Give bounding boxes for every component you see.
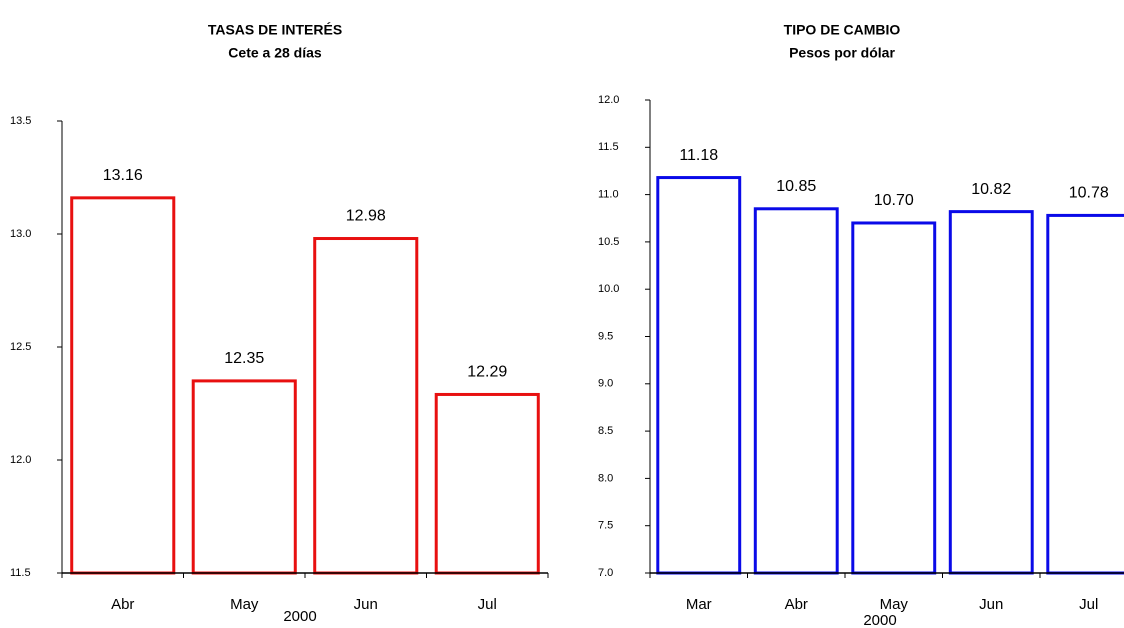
value-label: 13.16 bbox=[103, 167, 143, 184]
x-tick-label: Jul bbox=[478, 596, 497, 613]
value-label: 10.78 bbox=[1069, 185, 1109, 202]
chart-subtitle: Cete a 28 días bbox=[228, 45, 322, 61]
x-tick-label: Jul bbox=[1079, 596, 1098, 613]
bar bbox=[753, 207, 839, 575]
x-axis-label: 2000 bbox=[283, 608, 316, 625]
y-tick-label: 9.5 bbox=[598, 330, 613, 342]
y-tick-label: 13.5 bbox=[10, 115, 31, 127]
value-label: 12.98 bbox=[346, 208, 386, 225]
value-label: 10.85 bbox=[776, 178, 816, 195]
y-tick-label: 11.0 bbox=[598, 189, 619, 201]
x-tick-label: May bbox=[880, 596, 909, 613]
x-tick-label: Jun bbox=[354, 596, 378, 613]
y-tick-label: 11.5 bbox=[10, 567, 31, 579]
x-tick-label: Abr bbox=[111, 596, 134, 613]
y-tick-label: 12.0 bbox=[598, 94, 619, 106]
value-label: 10.70 bbox=[874, 192, 914, 209]
bar bbox=[851, 221, 937, 575]
y-tick-label: 12.5 bbox=[10, 341, 31, 353]
bar bbox=[191, 379, 297, 575]
value-label: 12.35 bbox=[224, 350, 264, 367]
bar bbox=[948, 210, 1034, 575]
y-tick-label: 7.5 bbox=[598, 520, 613, 532]
y-tick-label: 8.5 bbox=[598, 425, 613, 437]
value-label: 10.82 bbox=[971, 181, 1011, 198]
x-tick-label: May bbox=[230, 596, 259, 613]
y-tick-label: 9.0 bbox=[598, 378, 613, 390]
bar bbox=[313, 237, 419, 575]
y-tick-label: 11.5 bbox=[598, 141, 619, 153]
x-tick-label: Mar bbox=[686, 596, 712, 613]
bar bbox=[70, 196, 176, 575]
bar bbox=[434, 392, 540, 575]
bar bbox=[656, 176, 742, 575]
bar bbox=[1046, 213, 1124, 575]
y-tick-label: 10.0 bbox=[598, 283, 619, 295]
y-tick-label: 12.0 bbox=[10, 454, 31, 466]
chart-subtitle: Pesos por dólar bbox=[789, 45, 895, 61]
x-axis-label: 2000 bbox=[863, 612, 896, 628]
x-tick-label: Jun bbox=[979, 596, 1003, 613]
x-tick-label: Abr bbox=[785, 596, 808, 613]
y-tick-label: 8.0 bbox=[598, 472, 613, 484]
value-label: 11.18 bbox=[679, 147, 718, 164]
y-tick-label: 7.0 bbox=[598, 567, 613, 579]
y-tick-label: 10.5 bbox=[598, 236, 619, 248]
y-tick-label: 13.0 bbox=[10, 228, 31, 240]
chart-title: TIPO DE CAMBIO bbox=[784, 22, 901, 38]
value-label: 12.29 bbox=[467, 364, 507, 381]
chart-title: TASAS DE INTERÉS bbox=[208, 22, 342, 38]
